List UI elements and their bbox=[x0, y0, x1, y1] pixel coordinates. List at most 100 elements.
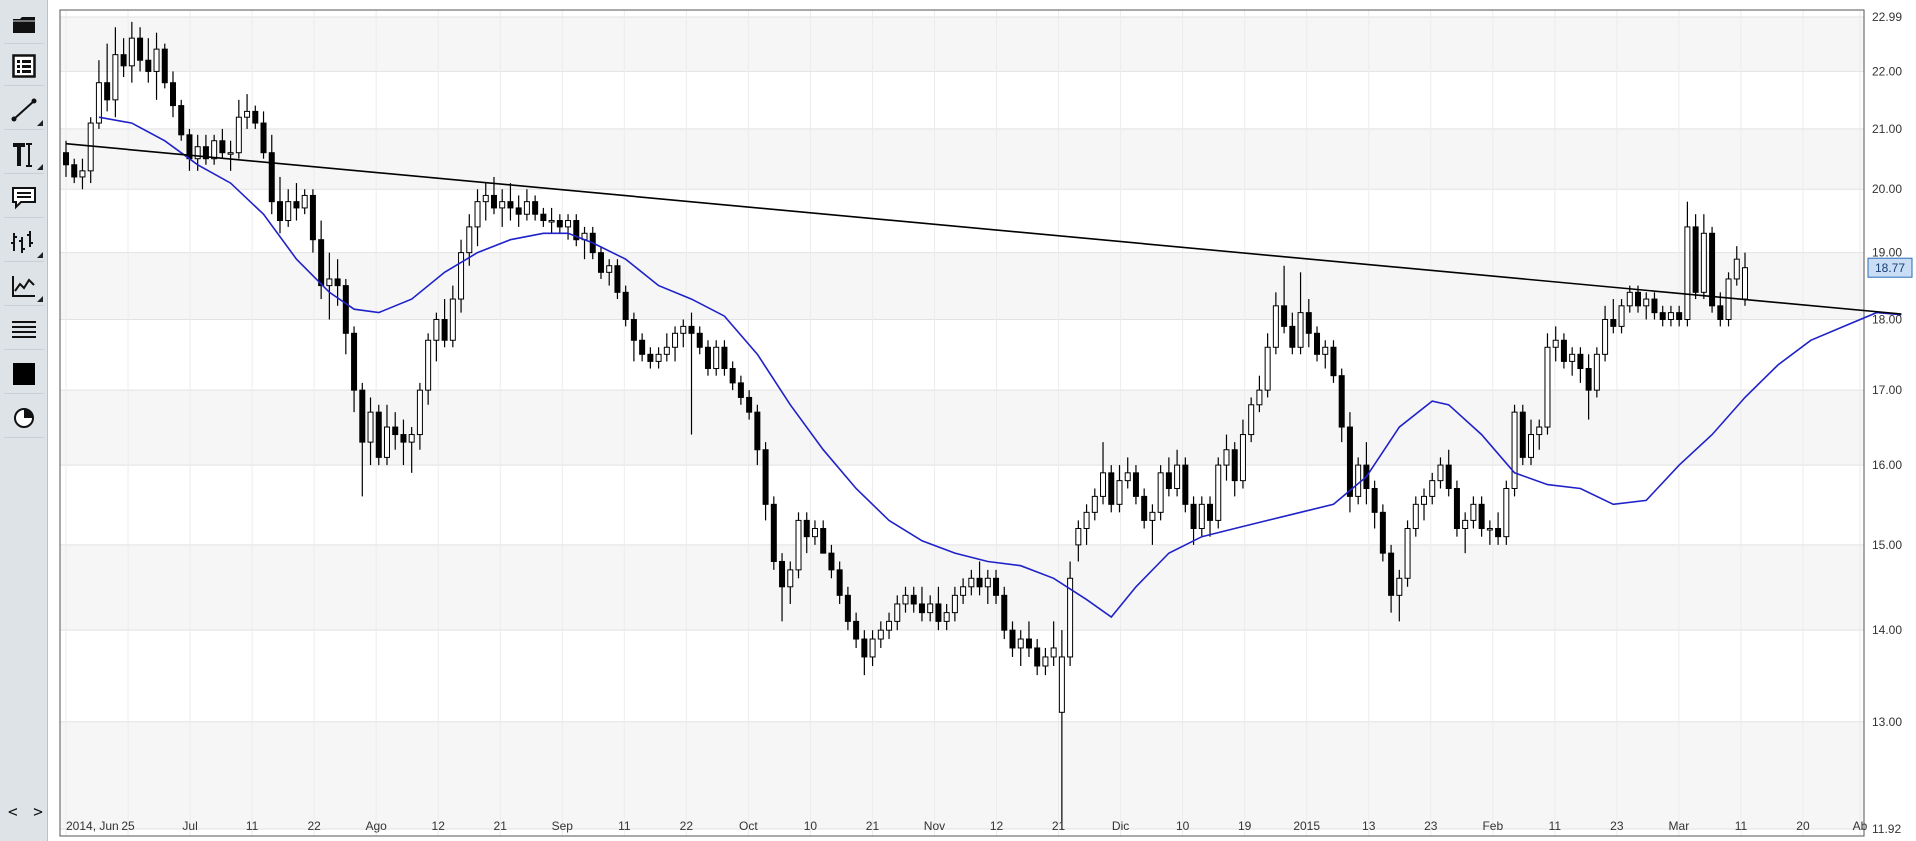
candle-body bbox=[1075, 528, 1082, 546]
candle-body bbox=[877, 629, 884, 640]
candle bbox=[787, 561, 794, 604]
candle-body bbox=[1577, 353, 1584, 370]
candle bbox=[565, 214, 572, 240]
x-tick-label: Feb bbox=[1482, 819, 1503, 833]
data-table-icon[interactable] bbox=[4, 46, 44, 86]
candle bbox=[795, 512, 802, 579]
candle-body bbox=[1264, 346, 1271, 391]
candle bbox=[178, 99, 185, 141]
candle-body bbox=[1421, 495, 1428, 505]
candle bbox=[1182, 457, 1189, 513]
candle bbox=[1025, 621, 1032, 657]
x-tick-label: Nov bbox=[924, 819, 945, 833]
y-tick-label: 16.00 bbox=[1872, 458, 1902, 472]
candle-body bbox=[441, 318, 448, 341]
candle-body bbox=[1536, 426, 1543, 436]
trendline-icon[interactable] bbox=[4, 90, 44, 130]
candle-body bbox=[1297, 312, 1304, 348]
candle bbox=[877, 621, 884, 648]
candle bbox=[458, 239, 465, 313]
candle bbox=[910, 586, 917, 613]
candle bbox=[416, 382, 423, 450]
candle bbox=[1684, 201, 1691, 327]
candle-body bbox=[202, 146, 209, 160]
pie-icon[interactable] bbox=[4, 398, 44, 438]
candle-body bbox=[120, 54, 127, 67]
x-tick-label: 21 bbox=[494, 819, 508, 833]
open-folder-icon[interactable] bbox=[4, 4, 44, 44]
candle-body bbox=[408, 434, 415, 443]
candle-body bbox=[1239, 434, 1246, 482]
candle bbox=[161, 43, 168, 89]
x-tick-label: 2014, Jun bbox=[66, 819, 119, 833]
candle-body bbox=[1141, 495, 1148, 521]
candle-body bbox=[318, 239, 325, 287]
candle bbox=[1281, 265, 1288, 334]
candle-body bbox=[178, 105, 185, 136]
candle bbox=[276, 176, 283, 234]
candle-body bbox=[1338, 375, 1345, 428]
x-tick-label: 21 bbox=[1052, 819, 1066, 833]
candle bbox=[1009, 621, 1016, 657]
candle-body bbox=[309, 194, 316, 241]
candle-body bbox=[968, 577, 975, 588]
candle-body bbox=[1223, 449, 1230, 466]
lines-icon[interactable] bbox=[4, 310, 44, 350]
candle bbox=[441, 299, 448, 348]
candle bbox=[1272, 292, 1279, 355]
candle-body bbox=[573, 220, 580, 241]
candle bbox=[301, 189, 308, 215]
candle bbox=[828, 544, 835, 579]
candle bbox=[1108, 465, 1115, 513]
candle-body bbox=[95, 82, 102, 124]
candle bbox=[383, 404, 390, 466]
candle bbox=[79, 158, 86, 190]
candle bbox=[1248, 397, 1255, 443]
candle-body bbox=[1132, 472, 1139, 497]
candle-body bbox=[704, 346, 711, 370]
candle bbox=[392, 412, 399, 450]
candle-body bbox=[1635, 291, 1642, 307]
candle-body bbox=[861, 638, 868, 658]
candle-body bbox=[556, 220, 563, 228]
candle-body bbox=[1651, 298, 1658, 314]
candle bbox=[1544, 333, 1551, 435]
grid-band bbox=[60, 128, 1864, 190]
y-tick-label: 21.00 bbox=[1872, 122, 1902, 136]
x-tick-label: 13 bbox=[1362, 819, 1376, 833]
candle bbox=[63, 140, 69, 177]
candle-body bbox=[1560, 339, 1567, 362]
candle bbox=[1667, 305, 1674, 327]
candle-body bbox=[910, 594, 917, 605]
candle-body bbox=[137, 37, 144, 61]
candle bbox=[746, 390, 753, 420]
indicator-icon[interactable] bbox=[4, 222, 44, 262]
candle bbox=[120, 38, 127, 78]
candle-body bbox=[663, 346, 670, 355]
candle bbox=[779, 553, 786, 622]
comment-icon[interactable] bbox=[4, 178, 44, 218]
candle bbox=[1692, 214, 1699, 300]
candle-body bbox=[169, 82, 176, 107]
candle-body bbox=[1289, 325, 1296, 348]
color-icon[interactable] bbox=[4, 354, 44, 394]
candle bbox=[663, 333, 670, 362]
chart-type-icon[interactable] bbox=[4, 266, 44, 306]
candle bbox=[630, 312, 637, 362]
candle bbox=[515, 195, 522, 227]
candle bbox=[1593, 347, 1600, 398]
candle-body bbox=[787, 569, 794, 588]
candle-body bbox=[1643, 298, 1650, 307]
candle bbox=[1141, 488, 1148, 529]
candle bbox=[1503, 480, 1510, 545]
navigation-arrows[interactable]: < > bbox=[8, 802, 46, 821]
text-tool-icon[interactable] bbox=[4, 134, 44, 174]
candle bbox=[1536, 419, 1543, 450]
candle-body bbox=[515, 207, 522, 215]
candle bbox=[1577, 347, 1584, 383]
x-tick-label: 12 bbox=[990, 819, 1004, 833]
candle-body bbox=[1503, 487, 1510, 538]
candle bbox=[927, 595, 934, 622]
candle-body bbox=[153, 48, 160, 72]
